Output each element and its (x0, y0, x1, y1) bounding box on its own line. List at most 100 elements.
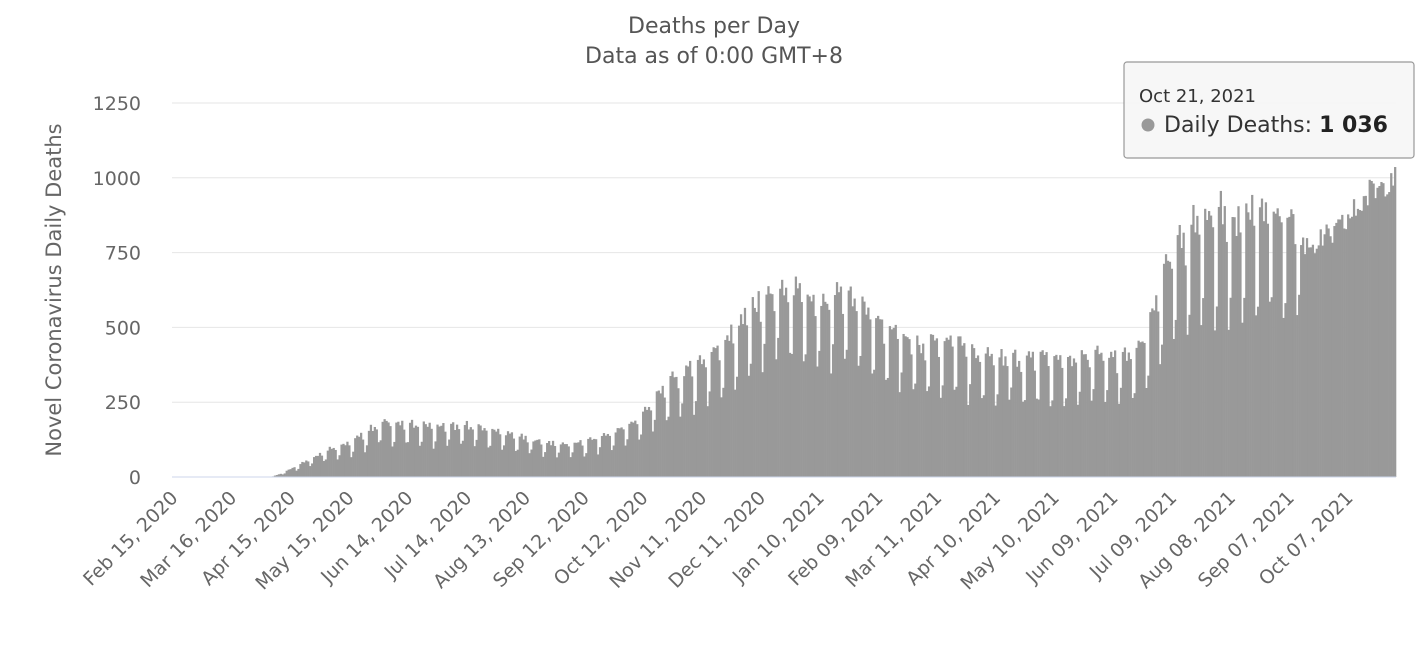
bar[interactable] (369, 424, 373, 477)
bar[interactable] (287, 469, 290, 477)
bar[interactable] (1133, 393, 1136, 477)
bar[interactable] (377, 442, 380, 477)
bar[interactable] (675, 376, 678, 477)
bar[interactable] (510, 432, 514, 477)
bar[interactable] (784, 287, 788, 477)
bar[interactable] (1166, 260, 1170, 477)
bar[interactable] (403, 429, 406, 477)
bar[interactable] (1241, 322, 1244, 477)
bar[interactable] (998, 357, 1001, 477)
bar[interactable] (1021, 401, 1025, 477)
bar[interactable] (1194, 232, 1197, 477)
bar[interactable] (728, 340, 731, 477)
bar[interactable] (1155, 295, 1158, 477)
bar[interactable] (501, 449, 504, 477)
bar[interactable] (565, 444, 568, 477)
bar[interactable] (1392, 185, 1395, 478)
bar[interactable] (965, 356, 968, 477)
bar[interactable] (491, 428, 494, 477)
bar[interactable] (1325, 224, 1328, 477)
bar[interactable] (557, 452, 561, 477)
bar[interactable] (1260, 198, 1264, 477)
bar[interactable] (1084, 354, 1087, 477)
bar[interactable] (1184, 265, 1187, 477)
bar[interactable] (974, 358, 978, 477)
bar[interactable] (1235, 235, 1238, 477)
bar[interactable] (1352, 199, 1356, 477)
bar[interactable] (1031, 351, 1034, 477)
bar[interactable] (1039, 351, 1042, 477)
bar[interactable] (573, 442, 576, 477)
bar[interactable] (589, 437, 592, 477)
bar[interactable] (947, 339, 950, 477)
bar[interactable] (1276, 208, 1279, 478)
bar[interactable] (673, 377, 676, 477)
bar[interactable] (426, 426, 429, 477)
bar[interactable] (794, 276, 798, 477)
bar[interactable] (1198, 234, 1201, 477)
bar[interactable] (1139, 342, 1142, 477)
bar[interactable] (616, 428, 619, 477)
bar[interactable] (428, 422, 431, 477)
bar[interactable] (925, 391, 929, 477)
bar[interactable] (608, 435, 611, 477)
bar[interactable] (792, 295, 796, 477)
bar[interactable] (446, 445, 449, 477)
bar[interactable] (614, 432, 617, 477)
bar[interactable] (508, 433, 512, 477)
bar[interactable] (316, 455, 320, 477)
bar[interactable] (289, 469, 292, 477)
bar[interactable] (1180, 248, 1183, 477)
bar[interactable] (604, 435, 608, 477)
bar[interactable] (473, 446, 476, 477)
bar[interactable] (1119, 387, 1123, 477)
bar[interactable] (818, 350, 821, 477)
bar[interactable] (1270, 297, 1273, 477)
bar[interactable] (522, 439, 525, 478)
bar[interactable] (1045, 352, 1048, 477)
bar[interactable] (632, 422, 635, 477)
bar[interactable] (937, 356, 940, 477)
bar[interactable] (665, 420, 668, 477)
bar[interactable] (882, 343, 886, 477)
bar[interactable] (906, 337, 909, 477)
bar[interactable] (894, 324, 897, 477)
bar[interactable] (299, 464, 302, 477)
bar[interactable] (1035, 398, 1038, 477)
bar[interactable] (649, 410, 653, 477)
bar[interactable] (1182, 232, 1185, 477)
bar[interactable] (626, 439, 629, 477)
bar[interactable] (1288, 216, 1291, 477)
bar[interactable] (436, 424, 439, 477)
bar[interactable] (1157, 311, 1160, 477)
bar[interactable] (741, 324, 745, 477)
bar[interactable] (867, 307, 870, 477)
bar[interactable] (645, 409, 649, 477)
bar[interactable] (689, 360, 692, 477)
bar[interactable] (461, 440, 465, 477)
bar[interactable] (712, 347, 715, 477)
bar[interactable] (1059, 355, 1062, 477)
bar[interactable] (910, 354, 913, 477)
bar[interactable] (700, 364, 704, 477)
bar[interactable] (1178, 224, 1181, 477)
bar[interactable] (761, 372, 764, 477)
bar[interactable] (880, 319, 884, 477)
bar[interactable] (569, 457, 572, 477)
bar[interactable] (822, 293, 825, 477)
bar[interactable] (1014, 349, 1017, 477)
bar[interactable] (575, 442, 578, 477)
bar[interactable] (440, 425, 443, 477)
bar[interactable] (628, 423, 631, 477)
bar[interactable] (753, 307, 756, 477)
bar[interactable] (765, 294, 768, 477)
bar[interactable] (1102, 360, 1105, 477)
bar[interactable] (918, 344, 921, 477)
bar[interactable] (1356, 208, 1360, 477)
bar[interactable] (1372, 183, 1375, 477)
bar[interactable] (931, 334, 935, 477)
bar[interactable] (348, 445, 351, 477)
bar[interactable] (718, 360, 721, 477)
bar[interactable] (1008, 399, 1011, 477)
bar[interactable] (677, 388, 680, 477)
